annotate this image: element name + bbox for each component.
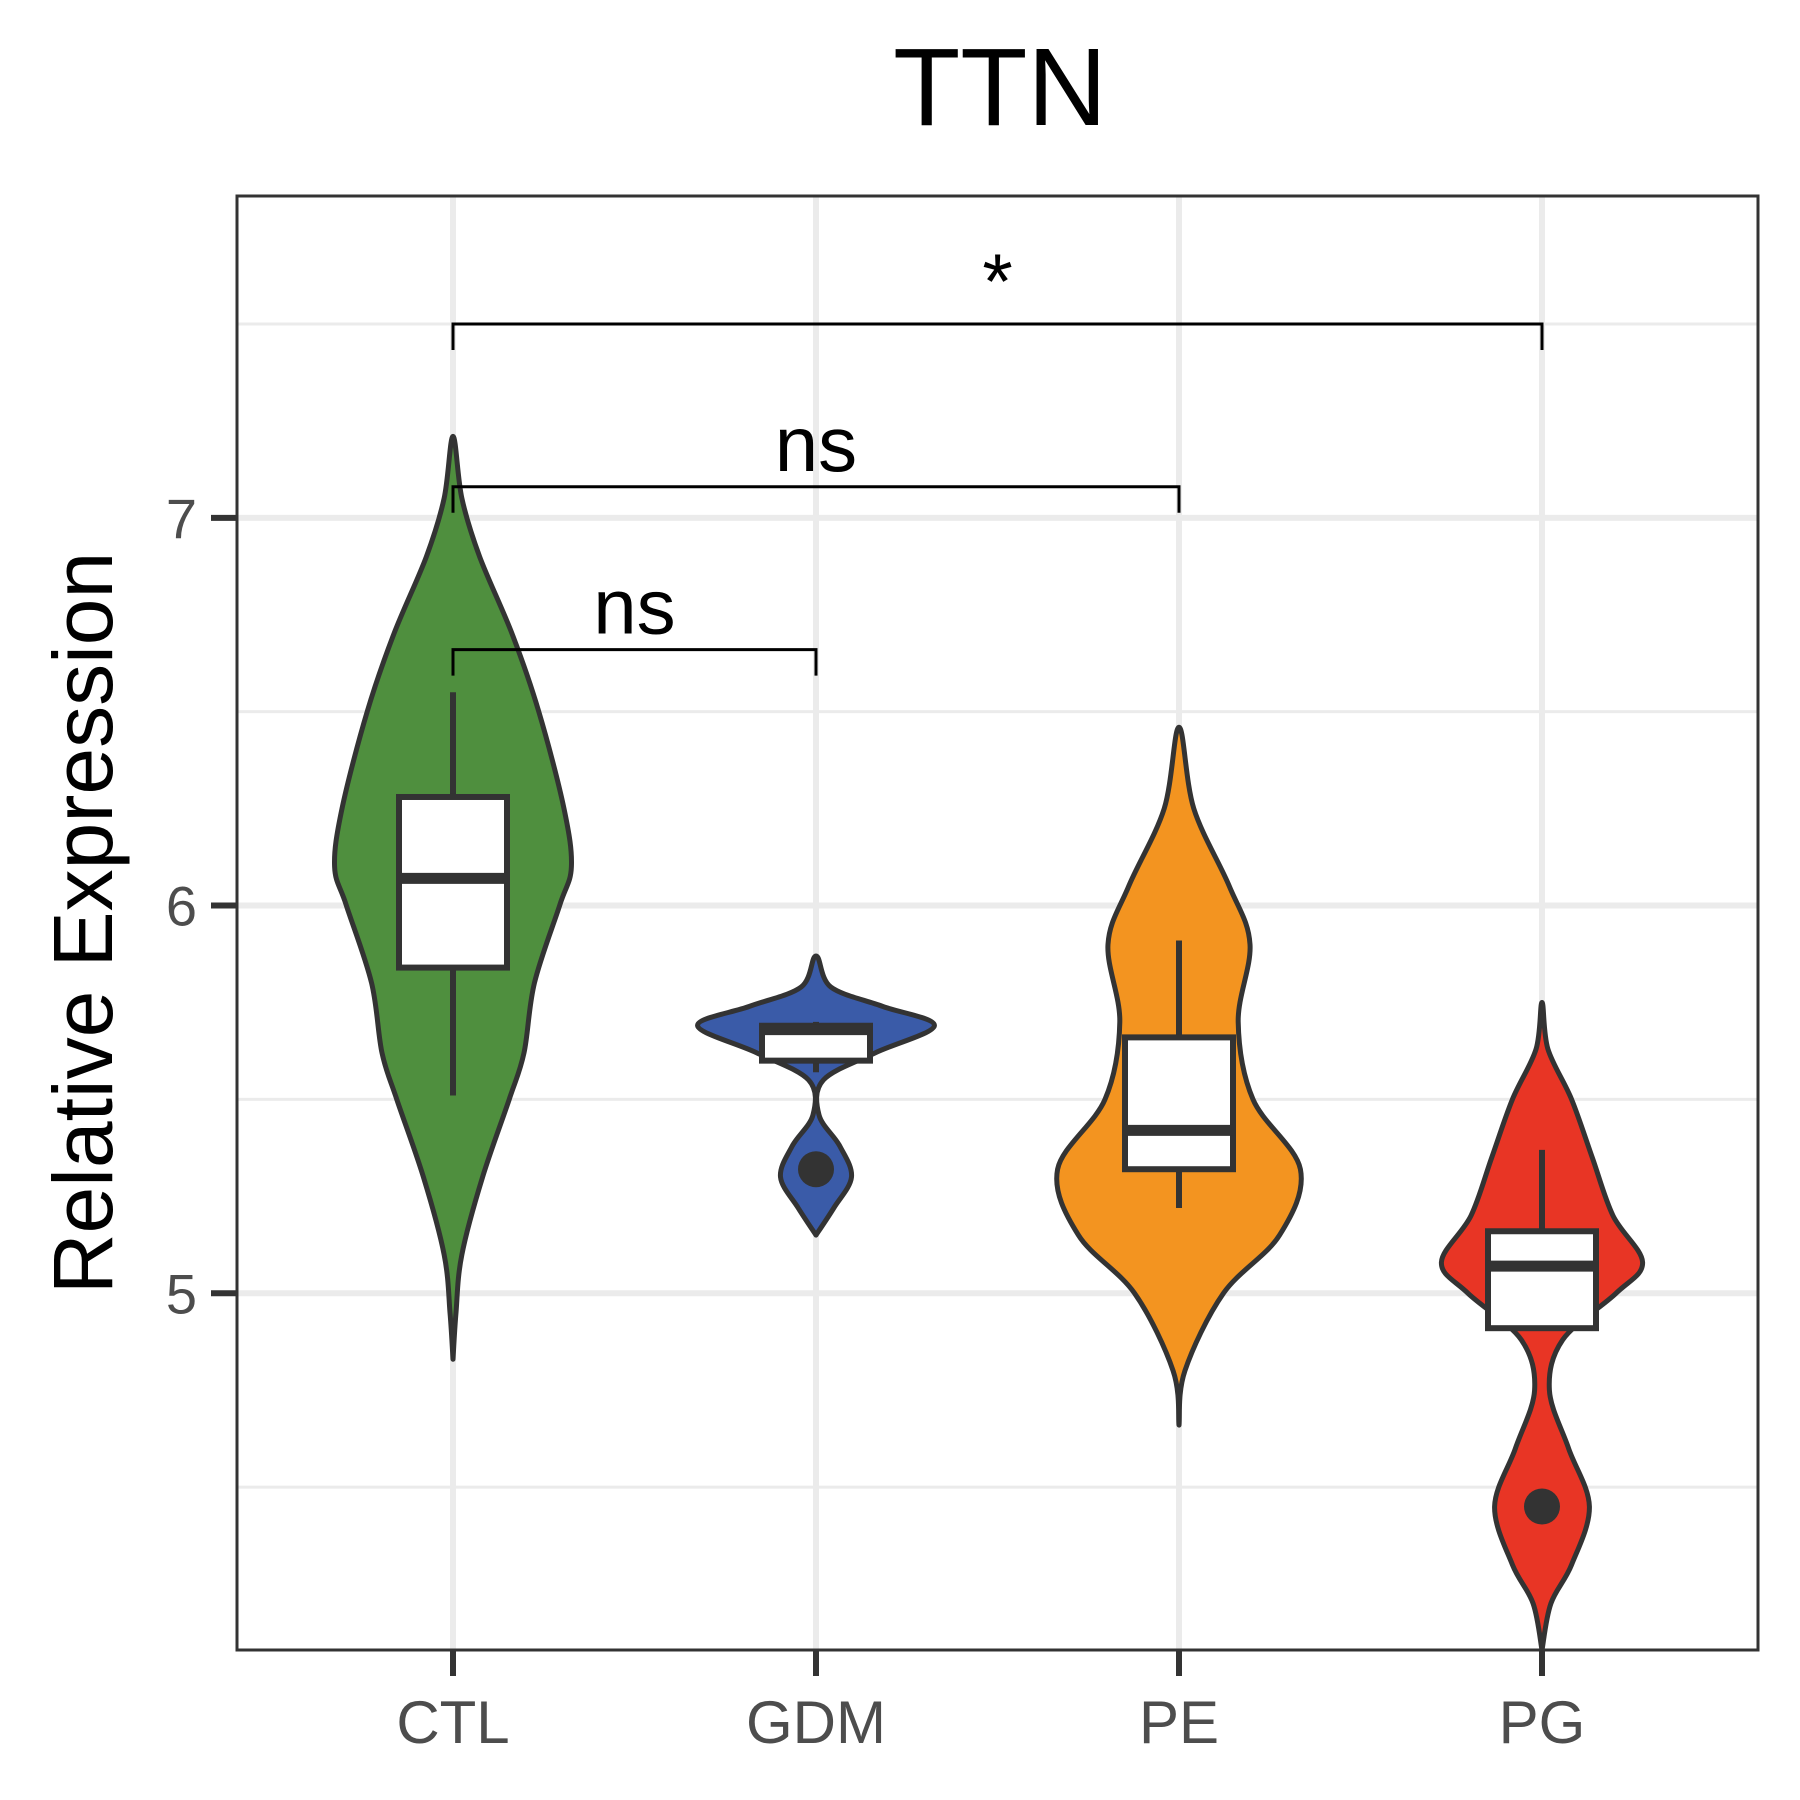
x-tick-label: GDM [746, 1689, 886, 1756]
box-pg [1485, 1228, 1599, 1332]
y-tick-label: 7 [166, 487, 197, 550]
y-tick-label: 6 [166, 875, 197, 938]
comparison-label: ns [593, 563, 675, 651]
y-axis: 5 6 7 [166, 487, 237, 1325]
violin-group-pe [1054, 724, 1304, 1428]
violins [331, 433, 1646, 1653]
outlier-point [1524, 1488, 1560, 1525]
comparison-ctl-pe: ns [451, 400, 1181, 513]
comparison-bracket [451, 485, 1181, 513]
x-axis: CTL GDM PE PG [396, 1650, 1585, 1756]
chart-title: TTN [893, 26, 1107, 149]
comparison-label: ns [775, 400, 857, 488]
comparison-label: * [982, 237, 1012, 325]
comparison-bracket [451, 648, 818, 676]
significance-brackets: ns ns * [451, 237, 1544, 676]
violin-group-gdm [695, 953, 937, 1238]
y-tick-label: 5 [166, 1262, 197, 1325]
comparison-bracket [451, 322, 1544, 350]
violin-gdm [695, 953, 937, 1238]
box-pe [1122, 1034, 1236, 1173]
violin-group-ctl [331, 433, 575, 1362]
comparison-ctl-pg: * [451, 237, 1544, 350]
x-tick-label: CTL [396, 1689, 509, 1756]
y-axis-label: Relative Expression [36, 552, 130, 1294]
x-tick-label: PG [1499, 1689, 1586, 1756]
outlier-point [798, 1151, 834, 1188]
plot-panel-border [235, 194, 1760, 1652]
x-tick-label: PE [1139, 1689, 1219, 1756]
comparison-ctl-gdm: ns [451, 563, 818, 676]
violin-group-pg [1438, 1000, 1646, 1653]
